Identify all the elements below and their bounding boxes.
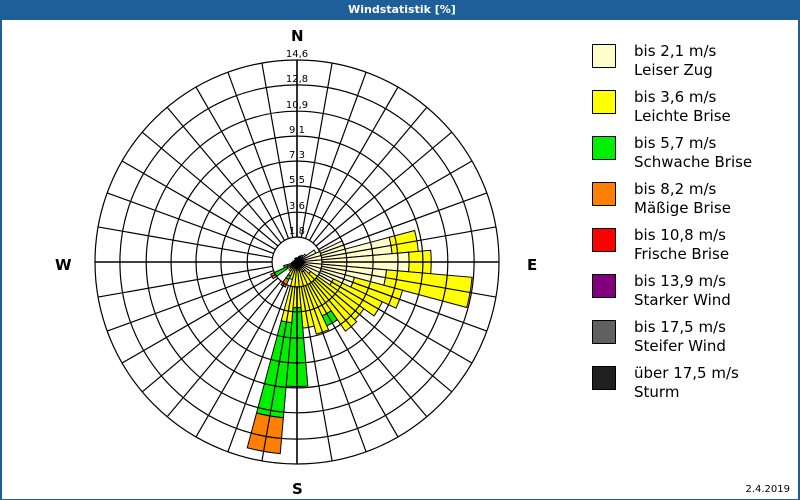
legend-swatch [592,182,616,206]
legend-label: Steifer Wind [634,337,726,355]
legend-swatch [592,228,616,252]
compass-north: N [291,27,304,45]
svg-text:12,8: 12,8 [286,74,308,85]
legend-swatch [592,366,616,390]
legend-label: Mäßige Brise [634,199,731,217]
legend-swatch [592,90,616,114]
svg-text:7,3: 7,3 [289,150,305,161]
petal-segment [273,266,289,277]
legend-label: Leichte Brise [634,107,731,125]
legend-range: über 17,5 m/s [634,364,739,382]
svg-text:10,9: 10,9 [286,100,308,111]
legend-range: bis 8,2 m/s [634,180,717,198]
legend-range: bis 10,8 m/s [634,226,726,244]
compass-south: S [292,480,303,498]
legend-swatch [592,320,616,344]
ring-labels: 1,8 3,6 5,5 7,3 9,1 10,9 12,8 14,6 [286,49,308,237]
legend-range: bis 17,5 m/s [634,318,726,336]
legend-label: Schwache Brise [634,153,753,171]
legend-swatch [592,44,616,68]
date-label: 2.4.2019 [745,484,790,495]
legend-label: Leiser Zug [634,61,713,79]
svg-text:3,6: 3,6 [289,201,305,212]
svg-text:14,6: 14,6 [286,49,308,60]
polar-grid [94,59,500,465]
legend-label: Sturm [634,383,680,401]
legend-range: bis 3,6 m/s [634,88,717,106]
compass-west: W [55,256,72,274]
petal-segment [298,268,330,335]
legend-label: Frische Brise [634,245,730,263]
legend-range: bis 2,1 m/s [634,42,717,60]
windrose-petals [246,229,473,455]
legend-swatch [592,274,616,298]
svg-text:1,8: 1,8 [289,226,305,237]
svg-text:9,1: 9,1 [289,125,305,136]
petal-segment [280,277,290,288]
compass-east: E [527,256,538,274]
legend-range: bis 13,9 m/s [634,272,726,290]
petal-segment [295,257,298,263]
petal-segment [350,276,404,309]
petal-segment [255,320,293,419]
petal-segment [246,412,284,455]
petal-segment [283,263,289,269]
svg-text:5,5: 5,5 [289,175,305,186]
legend-swatch [592,136,616,160]
petal-segment [383,269,473,309]
windrose-chart: 1,8 3,6 5,5 7,3 9,1 10,9 12,8 14,6 [94,49,500,465]
legend-range: bis 5,7 m/s [634,134,717,152]
window-title: Windstatistik [%] [2,0,800,20]
legend-label: Starker Wind [634,291,731,309]
